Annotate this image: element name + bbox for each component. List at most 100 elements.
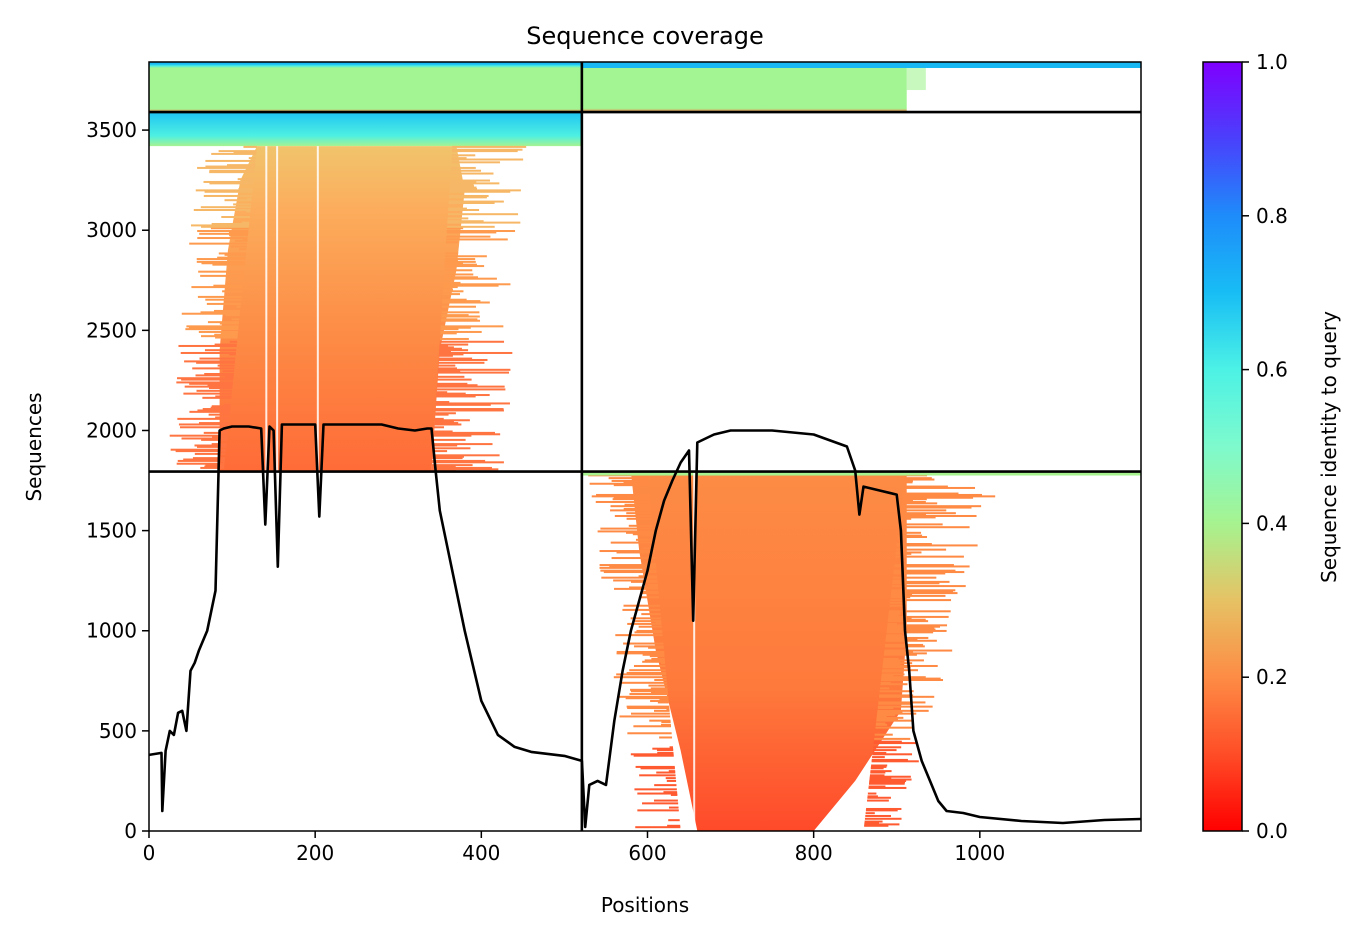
row-streak <box>599 550 655 553</box>
row-streak <box>626 517 652 520</box>
row-streak <box>880 687 890 690</box>
row-streak <box>436 395 476 398</box>
row-streak <box>445 252 459 255</box>
row-streak <box>864 820 883 823</box>
row-streak <box>668 806 679 809</box>
row-streak <box>901 499 913 502</box>
row-streak <box>247 197 252 200</box>
row-streak <box>871 764 888 767</box>
row-streak <box>888 611 901 614</box>
row-streak <box>219 322 239 325</box>
row-streak <box>639 774 676 777</box>
row-streak <box>623 481 649 484</box>
row-streak <box>879 694 914 697</box>
row-streak <box>642 547 655 550</box>
colorbar-gradient <box>1202 61 1243 832</box>
row-streak <box>622 608 661 611</box>
row-streak <box>435 409 504 412</box>
row-streak <box>209 182 254 185</box>
row-streak <box>581 472 1141 476</box>
row-streak <box>619 715 671 718</box>
row-streak <box>446 231 497 234</box>
row-streak <box>443 281 461 284</box>
row-streak <box>608 477 649 480</box>
row-streak <box>212 263 245 266</box>
row-streak <box>203 180 254 183</box>
y-tick-label: 1500 <box>86 519 137 543</box>
row-streak <box>242 238 248 241</box>
row-streak <box>229 234 248 237</box>
row-streak <box>610 509 652 512</box>
row-streak <box>443 277 497 280</box>
row-streak <box>433 443 493 446</box>
row-streak <box>170 448 227 451</box>
row-streak <box>197 166 255 169</box>
row-streak <box>620 681 668 684</box>
y-axis: 0 500 1000 1500 2000 2500 3000 3500 <box>86 118 149 843</box>
row-streak <box>869 781 906 784</box>
row-streak <box>887 624 948 627</box>
row-streak <box>175 450 226 453</box>
row-streak <box>898 526 970 529</box>
row-streak <box>444 273 474 276</box>
row-streak <box>444 262 463 265</box>
row-streak <box>228 231 249 234</box>
row-streak <box>211 223 250 226</box>
row-streak <box>891 592 958 595</box>
row-streak <box>591 495 650 498</box>
row-streak <box>638 596 660 599</box>
row-streak <box>451 157 467 160</box>
row-streak <box>437 382 468 385</box>
row-streak <box>628 524 653 527</box>
row-streak <box>882 662 913 665</box>
row-streak <box>864 823 900 826</box>
colorbar-tick-label: 1.0 <box>1256 50 1288 74</box>
row-streak <box>642 660 666 663</box>
row-streak <box>875 723 888 726</box>
row-streak <box>649 655 665 658</box>
row-streak <box>199 357 236 360</box>
row-streak <box>230 245 247 248</box>
row-streak <box>200 274 244 277</box>
gap-column <box>316 146 319 472</box>
row-streak <box>433 433 501 436</box>
row-streak <box>211 405 231 408</box>
row-streak <box>878 701 926 704</box>
plot-area <box>149 62 1141 831</box>
row-streak <box>438 361 485 364</box>
x-tick-label: 0 <box>143 841 156 865</box>
row-streak <box>441 315 480 318</box>
row-streak <box>447 225 495 228</box>
row-streak <box>432 455 465 458</box>
row-streak <box>881 676 926 679</box>
row-streak <box>873 746 902 749</box>
row-streak <box>640 767 675 770</box>
row-streak <box>438 358 488 361</box>
row-streak <box>439 344 449 347</box>
row-streak <box>649 719 671 722</box>
row-streak <box>185 328 239 331</box>
row-streak <box>902 493 983 496</box>
row-streak <box>202 396 232 399</box>
row-streak <box>626 671 667 674</box>
row-streak <box>433 444 458 447</box>
row-streak <box>902 492 959 495</box>
row-streak <box>627 732 672 735</box>
row-streak <box>890 593 913 596</box>
row-streak <box>640 534 654 537</box>
row-streak <box>653 799 678 802</box>
row-streak <box>612 498 651 501</box>
row-streak <box>870 771 886 774</box>
row-streak <box>200 466 225 469</box>
row-streak <box>435 413 449 416</box>
row-streak <box>431 466 492 469</box>
row-streak <box>178 423 229 426</box>
chart-title: Sequence coverage <box>526 22 763 50</box>
row-streak <box>877 712 917 715</box>
row-streak <box>184 360 236 363</box>
row-streak <box>447 220 484 223</box>
row-streak <box>613 676 667 679</box>
row-streak <box>900 512 956 515</box>
row-streak <box>890 596 911 599</box>
